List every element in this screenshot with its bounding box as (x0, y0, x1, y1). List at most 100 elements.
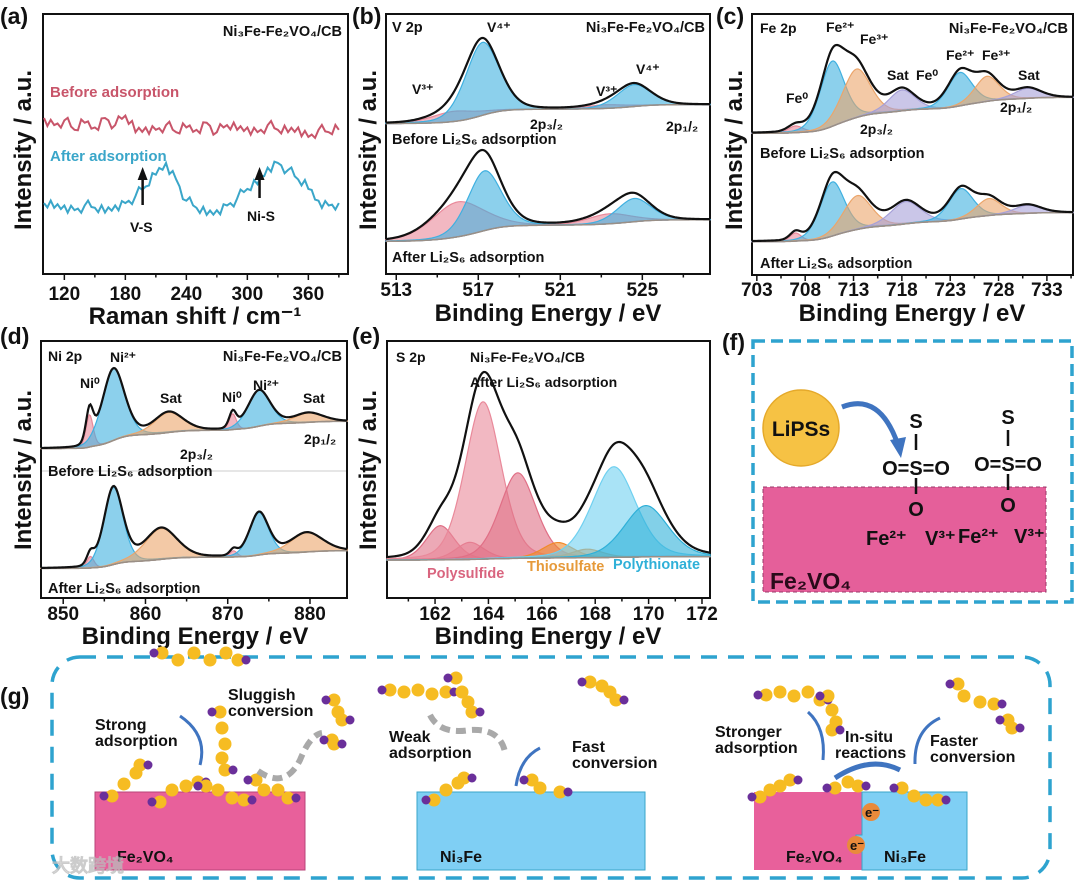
lithium-atom (475, 707, 485, 717)
lithium-atom (207, 707, 217, 717)
baseline (385, 219, 711, 243)
polysulfide-chain (193, 779, 257, 807)
peak-label: Ni⁰ (222, 389, 242, 405)
x-tick-label: 517 (462, 280, 494, 301)
peak-label: Sat (1018, 67, 1040, 83)
sulfur-atom: S (1001, 407, 1014, 429)
trace-after (385, 148, 711, 243)
lithium-atom (941, 795, 951, 805)
strong-label: adsorption (95, 733, 178, 750)
sulfur-atom (171, 653, 185, 667)
sulfur-atom (449, 671, 463, 685)
sluggish-label: conversion (228, 703, 313, 720)
polysulfide-chain (421, 771, 477, 807)
arrow-head (137, 167, 148, 180)
lithium-atom (519, 775, 529, 785)
oxygen-atom: O (908, 499, 924, 521)
insitu-label: In-situ (845, 729, 893, 746)
x-tick-label: 521 (544, 280, 576, 301)
peak-label: Ni⁰ (80, 375, 100, 391)
arrow-head (890, 437, 906, 458)
sulfur-atom (439, 685, 453, 699)
trace-before (40, 366, 348, 450)
electron-icon (862, 803, 880, 821)
peak-label: Fe³⁺ (860, 31, 888, 47)
sulfur-atom (327, 737, 341, 751)
lipss-label: LiPSs (772, 418, 830, 441)
fe2vo4-substrate (762, 486, 1047, 593)
x-tick-label: 120 (48, 284, 80, 305)
sulfur-atom (825, 703, 839, 717)
peak-label: Sat (887, 67, 909, 83)
legend-before: Before adsorption (50, 84, 179, 101)
arrow-head (254, 167, 265, 180)
sulfur-atom (951, 677, 965, 691)
x-tick-label: 880 (294, 604, 326, 625)
lithium-atom (291, 793, 301, 803)
sulfur-atom (133, 758, 147, 772)
lithium-atom (193, 781, 203, 791)
sulfur-atom (553, 785, 567, 799)
strong-label: Strong (95, 717, 147, 734)
plot-frame-e (386, 340, 711, 599)
fast-label: conversion (572, 755, 657, 772)
sulfonyl-group: O=S=O (974, 454, 1042, 476)
sulfur-atom (327, 693, 341, 707)
peak-label: V⁴⁺ (487, 19, 511, 35)
oxygen-atom: O (1000, 495, 1016, 517)
lithium-atom (241, 655, 251, 665)
block-label: Fe₂VO₄ (786, 849, 843, 866)
lithium-atom (377, 685, 387, 695)
y-axis-label-a: Intensity / a.u. (10, 70, 37, 230)
electron-label: e⁻ (850, 838, 864, 853)
sulfur-atom (281, 791, 295, 805)
lithium-atom (467, 773, 477, 783)
sulfur-atom (257, 783, 271, 797)
peak-label: Fe³⁺ (982, 47, 1010, 63)
sulfur-atom (271, 783, 285, 797)
lipss-sphere (762, 389, 840, 467)
trace-before (385, 36, 711, 125)
x-tick-label: 168 (579, 604, 611, 625)
polysulfide-chain (377, 683, 459, 701)
lithium-atom (147, 797, 157, 807)
panel-label-c: (c) (716, 3, 744, 29)
lithium-atom (319, 735, 329, 745)
x-tick-label: 733 (1031, 280, 1063, 301)
sulfur-atom (609, 693, 623, 707)
annotation-nis: Ni-S (247, 208, 275, 224)
envelope-curve (751, 43, 1074, 134)
sulfur-atom (919, 793, 933, 807)
legend-after: After adsorption (50, 148, 167, 165)
sulfur-atom (153, 795, 167, 809)
sample-label-d: Ni₃Fe-Fe₂VO₄/CB (223, 349, 342, 365)
sulfur-atom (461, 695, 475, 709)
sulfur-atom (973, 695, 987, 709)
x-axis-label-e: Binding Energy / eV (435, 623, 662, 650)
lithium-atom (345, 715, 355, 725)
sulfur-atom (759, 688, 773, 702)
legend-polysulfide: Polysulfide (427, 566, 504, 582)
title-e: S 2p (396, 349, 426, 365)
substrate-label: Fe₂VO₄ (770, 568, 851, 594)
sulfur-atom (533, 781, 547, 795)
baseline (386, 555, 711, 561)
peak-label: Fe²⁺ (946, 47, 974, 63)
panel-label-f: (f) (722, 329, 745, 355)
polysulfide-chain (945, 677, 1007, 711)
sulfur-atom (457, 771, 471, 785)
x-axis-label-b: Binding Energy / eV (435, 300, 662, 327)
annotation-vs: V-S (130, 219, 153, 235)
panel-label-g: (g) (0, 683, 29, 709)
plot-frame-d (40, 340, 348, 599)
sulfur-atom (218, 763, 232, 777)
lithium-atom (149, 648, 159, 658)
sluggish-label: Sluggish (228, 687, 296, 704)
sulfur-atom (199, 779, 213, 793)
peak-label: 2p₃/₂ (530, 116, 563, 132)
peak-label: 2p₁/₂ (304, 431, 336, 447)
peak-label: Fe²⁺ (826, 19, 854, 35)
weak-label: adsorption (389, 745, 472, 762)
polysulfide-chain (519, 773, 573, 799)
fe2vo4-block (754, 792, 862, 870)
